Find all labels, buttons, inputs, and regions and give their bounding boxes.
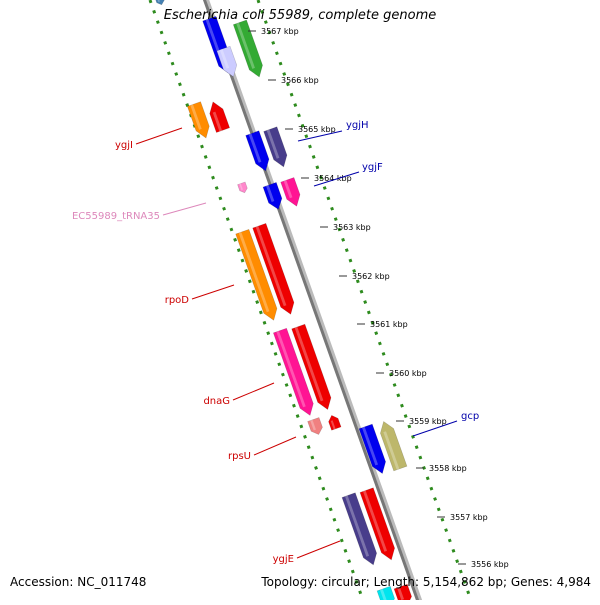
gene-arrow-highlight xyxy=(362,490,388,552)
gene-label: ygjH xyxy=(346,120,369,131)
label-leader-line xyxy=(412,420,458,437)
gene-label: ygjI xyxy=(115,140,133,151)
gene-arrow xyxy=(272,327,314,416)
tick-label: 3559 kbp xyxy=(409,417,447,426)
gene-arrow-highlight xyxy=(310,419,316,431)
label-leader-line xyxy=(297,130,343,142)
gene-arrow-highlight xyxy=(238,232,270,313)
gene-arrow xyxy=(359,487,395,561)
gene-arrow xyxy=(358,423,386,475)
gene-label: gcp xyxy=(461,411,479,422)
gene-arrow-highlight xyxy=(255,226,287,307)
gene-arrow xyxy=(216,45,238,78)
tick-label: 3562 kbp xyxy=(352,272,390,281)
gene-arrow xyxy=(155,0,165,6)
gene-arrow xyxy=(341,492,377,566)
gene-arrow xyxy=(245,130,270,172)
tick-label: 3565 kbp xyxy=(298,125,336,134)
tick-label: 3558 kbp xyxy=(429,464,467,473)
topology-text: Topology: circular; Length: 5,154,862 bp… xyxy=(261,575,591,589)
gene-arrow-highlight xyxy=(294,326,324,402)
gene-arrow-highlight xyxy=(236,22,255,69)
tick-label: 3563 kbp xyxy=(333,223,371,232)
gene-arrow xyxy=(262,182,283,210)
gene-label: ygjF xyxy=(362,162,383,173)
gene-label: rpoD xyxy=(165,295,190,306)
gene-arrow-highlight xyxy=(380,588,388,603)
gene-arrow xyxy=(187,101,210,139)
label-leader-line xyxy=(296,540,341,559)
label-leader-line xyxy=(313,171,360,187)
gene-label: dnaG xyxy=(203,396,230,407)
backbone-shadow xyxy=(203,0,424,605)
gene-arrow xyxy=(263,126,288,168)
gene-arrow-highlight xyxy=(157,0,160,3)
gene-arrow xyxy=(291,323,332,410)
gene-arrow xyxy=(232,19,263,78)
page-title: Escherichia coli 55989, complete genome xyxy=(163,8,437,23)
gene-arrow-highlight xyxy=(383,431,400,470)
gene-arrow-highlight xyxy=(212,111,223,132)
tick-label: 3567 kbp xyxy=(261,27,299,36)
gene-arrow-highlight xyxy=(397,586,405,601)
gene-arrow-highlight xyxy=(266,185,275,202)
gene-arrow xyxy=(252,222,295,315)
gene-label: ygjE xyxy=(273,554,294,565)
gene-arrow-highlight xyxy=(190,104,202,130)
gene-arrow-highlight xyxy=(344,495,370,557)
tick-label: 3561 kbp xyxy=(370,320,408,329)
label-leader-line xyxy=(253,436,297,456)
tick-marks: 3567 kbp 3566 kbp 3565 kbp 3564 kbp 3563 kbp… xyxy=(248,27,509,569)
gene-arrow-highlight xyxy=(330,420,336,430)
gene-arrow xyxy=(235,228,278,321)
gene-label: EC55989_tRNA35 xyxy=(72,211,160,222)
gene-arrow xyxy=(209,101,230,133)
label-leader-line xyxy=(232,382,275,401)
backbone xyxy=(202,0,424,605)
gene-arrow xyxy=(280,177,301,207)
tick-label: 3557 kbp xyxy=(450,513,488,522)
gene-label: rpsU xyxy=(228,451,251,462)
label-leader-line xyxy=(191,284,235,300)
gene-arrow-highlight xyxy=(276,330,306,408)
label-leader-line xyxy=(162,202,207,216)
backbone-line xyxy=(202,0,421,605)
tick-label: 3560 kbp xyxy=(389,369,427,378)
tick-label: 3564 kbp xyxy=(314,174,352,183)
tick-label: 3556 kbp xyxy=(471,560,509,569)
gene-arrow-highlight xyxy=(248,133,262,163)
gene-arrow xyxy=(380,420,408,472)
tick-label: 3566 kbp xyxy=(281,76,319,85)
gene-arrow-highlight xyxy=(283,180,293,199)
gene-arrow xyxy=(307,417,323,435)
gene-arrow-highlight xyxy=(239,183,243,191)
gene-arrow xyxy=(328,415,342,431)
gene-arrow-highlight xyxy=(219,48,230,69)
label-leader-line xyxy=(135,127,183,145)
gene-arrow xyxy=(237,181,248,194)
accession-text: Accession: NC_011748 xyxy=(10,575,147,589)
gene-labels: ygjH ygjF ygjI EC55989_tRNA35 rpoD dnaG gcp rps… xyxy=(72,120,479,565)
genes xyxy=(155,0,412,605)
gene-arrow-highlight xyxy=(266,129,280,159)
gene-arrow-highlight xyxy=(362,426,379,466)
